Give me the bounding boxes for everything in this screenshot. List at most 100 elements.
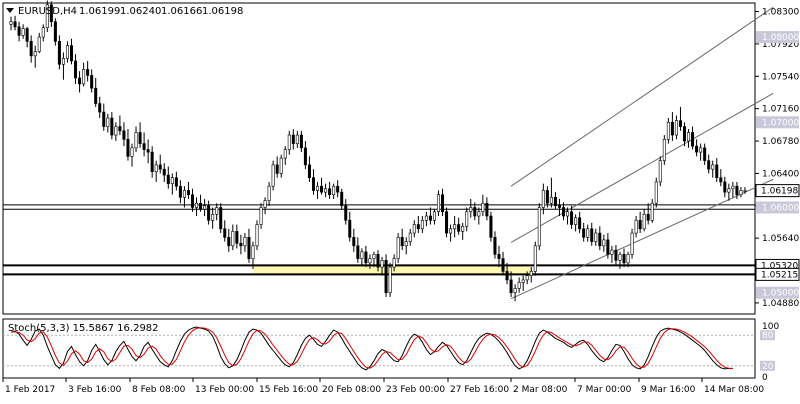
- candle-body: [102, 111, 106, 127]
- candle-body: [17, 26, 21, 36]
- candle-body: [86, 69, 90, 76]
- candle-body: [166, 174, 170, 184]
- high-price: 1.06240: [120, 6, 161, 17]
- stoch-main-line: [10, 326, 733, 371]
- candle-body: [477, 211, 481, 217]
- candle-body: [223, 228, 227, 238]
- price-tag-box: [755, 267, 800, 281]
- candle-body: [199, 202, 203, 210]
- price-tag-box: [755, 184, 800, 198]
- candle-body: [344, 205, 348, 221]
- candle-body: [384, 260, 388, 293]
- candle-body: [142, 143, 146, 150]
- candle-body: [255, 224, 259, 247]
- candle-body: [606, 239, 610, 255]
- candle-body: [654, 181, 658, 204]
- y-tick-label: 1.07160: [762, 105, 799, 115]
- candle-body: [150, 151, 154, 173]
- x-tick-label: 23 Feb 00:00: [386, 385, 445, 395]
- candle-body: [545, 190, 549, 204]
- stoch-label: Stoch(5,3,3) 15.5867 16.2982: [8, 323, 159, 334]
- candle-body: [231, 231, 235, 247]
- candle-body: [311, 177, 315, 191]
- candle-body: [658, 160, 662, 183]
- candle-body: [404, 241, 408, 247]
- candle-body: [445, 211, 449, 234]
- candle-body: [182, 190, 186, 198]
- x-tick-label: 14 Mar 08:00: [704, 385, 764, 395]
- candle-body: [122, 130, 126, 140]
- candle-body: [291, 134, 295, 144]
- candle-body: [400, 237, 404, 247]
- candle-body: [646, 214, 650, 221]
- candle-body: [303, 147, 307, 166]
- candle-body: [561, 207, 566, 217]
- candle-body: [158, 164, 162, 170]
- candle-body: [336, 185, 340, 193]
- candle-body: [719, 177, 723, 183]
- candle-body: [469, 207, 473, 213]
- candle-body: [207, 205, 211, 221]
- channel-line-middle: [510, 92, 774, 243]
- candle-body: [259, 207, 263, 225]
- symbol-info: EURUSD,H4 1.06199 1.06240 1.06166 1.0619…: [6, 6, 243, 17]
- candle-body: [707, 160, 711, 170]
- candle-body: [481, 202, 485, 213]
- candle-body: [53, 21, 57, 42]
- price-tag-label: 1.05215: [761, 270, 798, 280]
- candle-body: [711, 164, 715, 170]
- candle-body: [682, 126, 687, 142]
- candle-body: [465, 211, 469, 227]
- candle-body: [453, 224, 457, 230]
- candle-body: [247, 237, 251, 259]
- candle-body: [541, 190, 545, 208]
- candle-body: [408, 232, 412, 242]
- open-price: 1.06199: [79, 6, 120, 17]
- candle-body: [513, 288, 517, 293]
- candle-body: [574, 217, 578, 225]
- candle-body: [687, 132, 691, 142]
- candle-body: [590, 228, 594, 242]
- candle-body: [340, 191, 344, 207]
- price-tag-label: 1.05320: [761, 261, 798, 271]
- candle-body: [287, 134, 291, 150]
- candle-body: [299, 134, 303, 149]
- x-tick-label: 2 Mar 08:00: [513, 385, 568, 395]
- y-tick-label: 1.06780: [762, 137, 799, 147]
- level-tag-box: [756, 201, 799, 214]
- candle-body: [324, 188, 328, 193]
- candle-body: [582, 228, 586, 238]
- candle-body: [739, 190, 743, 196]
- candle-body: [493, 237, 497, 255]
- price-tag-label: 1.06198: [761, 187, 798, 197]
- candle-body: [328, 188, 332, 196]
- candle-body: [215, 207, 219, 215]
- stoch-y-tick-label: 0: [762, 373, 768, 383]
- candle-body: [332, 185, 336, 196]
- low-price: 1.06166: [161, 6, 202, 17]
- candle-body: [743, 190, 747, 192]
- stoch-level-tag-label: 80: [762, 331, 774, 341]
- level-tag-box: [756, 286, 799, 299]
- candle-body: [271, 164, 275, 187]
- candle-body: [190, 194, 195, 208]
- candle-body: [578, 217, 582, 230]
- candle-body: [537, 207, 541, 247]
- support-zone: [252, 265, 532, 275]
- candle-body: [670, 121, 674, 136]
- candle-body: [610, 249, 614, 255]
- candle-body: [9, 21, 13, 25]
- x-tick-label: 9 Mar 16:00: [641, 385, 696, 395]
- candle-body: [525, 275, 529, 281]
- triangle-down-icon: [6, 8, 14, 13]
- x-tick-label: 1 Feb 2017: [5, 385, 55, 395]
- candle-body: [630, 232, 634, 255]
- candle-body: [29, 41, 33, 57]
- candle-body: [678, 120, 682, 127]
- candle-body: [203, 205, 207, 210]
- candle-body: [449, 228, 453, 234]
- candle-body: [485, 202, 489, 217]
- candle-body: [642, 214, 646, 230]
- y-tick-label: 1.04880: [762, 299, 799, 309]
